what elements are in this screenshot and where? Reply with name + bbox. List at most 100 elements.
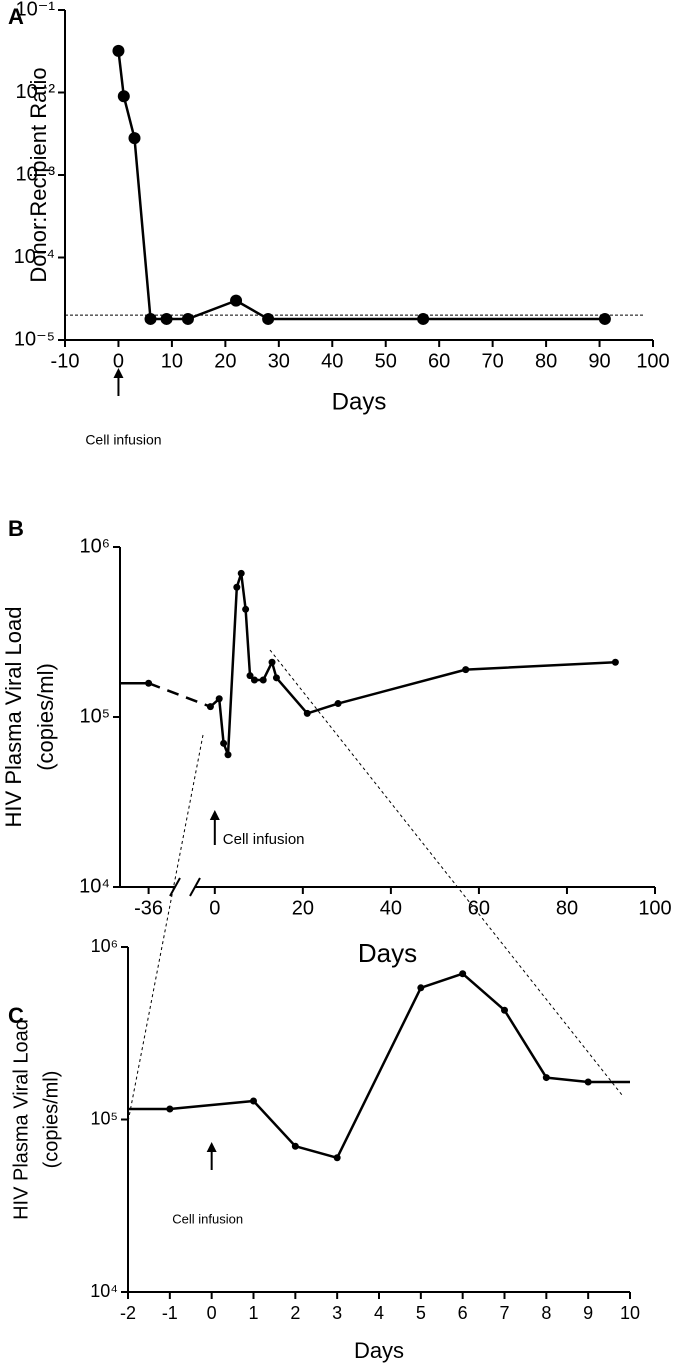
- data-point: [291, 1142, 299, 1150]
- x-tick-label: 2: [290, 1303, 300, 1323]
- x-tick-label: 0: [207, 1303, 217, 1323]
- arrow-head: [206, 1142, 217, 1152]
- x-tick-label: 80: [535, 350, 557, 372]
- data-point: [501, 1006, 508, 1014]
- x-axis-title: Days: [358, 938, 417, 968]
- panel-label: C: [8, 1003, 24, 1028]
- series-line: [117, 50, 605, 321]
- x-tick-label: 6: [458, 1303, 468, 1323]
- data-point: [598, 312, 611, 325]
- data-point: [206, 703, 214, 711]
- x-axis-title: Days: [332, 388, 387, 415]
- data-point: [542, 1074, 550, 1082]
- data-point: [160, 312, 173, 325]
- y-axis-title: (copies/ml): [40, 1071, 62, 1169]
- data-point: [233, 583, 241, 591]
- x-tick-label: 7: [499, 1303, 509, 1323]
- x-tick-label: 50: [375, 350, 397, 372]
- panel-label: B: [8, 516, 24, 541]
- data-point: [611, 658, 619, 666]
- data-point: [128, 132, 141, 145]
- arrow-head: [209, 810, 220, 820]
- data-point: [584, 1078, 592, 1086]
- y-tick-label: 10⁻²: [16, 81, 56, 103]
- axis-break: [169, 877, 181, 897]
- data-point: [215, 695, 223, 703]
- data-point: [459, 970, 467, 978]
- x-tick-label: 100: [636, 350, 669, 372]
- x-tick-label: 0: [113, 350, 124, 372]
- y-tick-label: 10⁻¹: [16, 0, 56, 20]
- data-point: [268, 658, 276, 666]
- x-tick-label: 3: [332, 1303, 342, 1323]
- data-point: [259, 676, 267, 684]
- x-tick-label: 5: [416, 1303, 426, 1323]
- axis-break: [189, 877, 201, 897]
- annotation-text: Cell infusion: [172, 1211, 243, 1226]
- y-axis-title: Donor:Recipient Ratio: [26, 67, 51, 282]
- data-point: [224, 751, 232, 759]
- data-point: [417, 984, 425, 992]
- x-tick-label: 10: [620, 1303, 640, 1323]
- x-tick-label: 40: [321, 350, 343, 372]
- x-tick-label: 20: [214, 350, 236, 372]
- data-point: [250, 676, 258, 684]
- x-tick-label: 10: [161, 350, 183, 372]
- data-point: [166, 1105, 174, 1113]
- zoom-guide: [127, 734, 204, 1123]
- data-point: [237, 569, 245, 577]
- annotation-text: Cell infusion: [85, 432, 161, 448]
- x-tick-label: 30: [268, 350, 290, 372]
- data-point: [303, 709, 311, 717]
- data-point: [242, 605, 250, 613]
- y-axis-title: HIV Plasma Viral Load: [10, 1019, 32, 1220]
- data-point: [333, 1154, 341, 1162]
- data-point: [462, 666, 470, 674]
- data-point: [334, 700, 342, 708]
- x-tick-label: 0: [209, 897, 220, 919]
- series-line: [128, 972, 630, 1160]
- x-tick-label: -2: [120, 1303, 136, 1323]
- x-tick-label: 60: [428, 350, 450, 372]
- x-axis-title: Days: [354, 1338, 404, 1363]
- panel-label: A: [8, 4, 24, 29]
- zoom-guide: [269, 649, 623, 1096]
- y-tick-label: 10⁻⁵: [14, 328, 55, 350]
- series-line: [148, 572, 616, 756]
- x-tick-label: 90: [588, 350, 610, 372]
- x-tick-label: 100: [638, 897, 671, 919]
- y-tick-label: 10⁻⁴: [14, 246, 55, 268]
- data-point: [181, 312, 194, 325]
- x-tick-label: 20: [292, 897, 314, 919]
- data-point: [272, 674, 280, 682]
- x-tick-label: 4: [374, 1303, 384, 1323]
- y-tick-label: 10⁶: [80, 535, 110, 557]
- x-tick-label: 8: [541, 1303, 551, 1323]
- x-tick-label: 40: [380, 897, 402, 919]
- y-tick-label: 10⁶: [91, 936, 118, 956]
- y-axis-title: HIV Plasma Viral Load: [1, 607, 26, 828]
- data-point: [112, 44, 125, 57]
- y-tick-label: 10⁵: [79, 705, 110, 727]
- data-point: [262, 312, 275, 325]
- x-tick-label: 80: [556, 897, 578, 919]
- data-point: [417, 312, 430, 325]
- data-point: [250, 1097, 257, 1105]
- x-tick-label: -10: [51, 350, 80, 372]
- x-tick-label: -36: [134, 897, 163, 919]
- data-point: [145, 679, 153, 687]
- x-tick-label: 70: [482, 350, 504, 372]
- arrow-head: [113, 368, 124, 378]
- x-tick-label: 9: [583, 1303, 593, 1323]
- data-point: [220, 739, 228, 747]
- y-tick-label: 10⁻³: [16, 163, 56, 185]
- data-point: [246, 672, 254, 680]
- y-tick-label: 10⁴: [90, 1281, 118, 1301]
- x-tick-label: 60: [468, 897, 490, 919]
- data-point: [230, 294, 243, 307]
- data-point: [117, 90, 130, 103]
- y-axis-title: (copies/ml): [33, 663, 58, 771]
- data-point: [144, 312, 157, 325]
- annotation-text: Cell infusion: [223, 831, 305, 848]
